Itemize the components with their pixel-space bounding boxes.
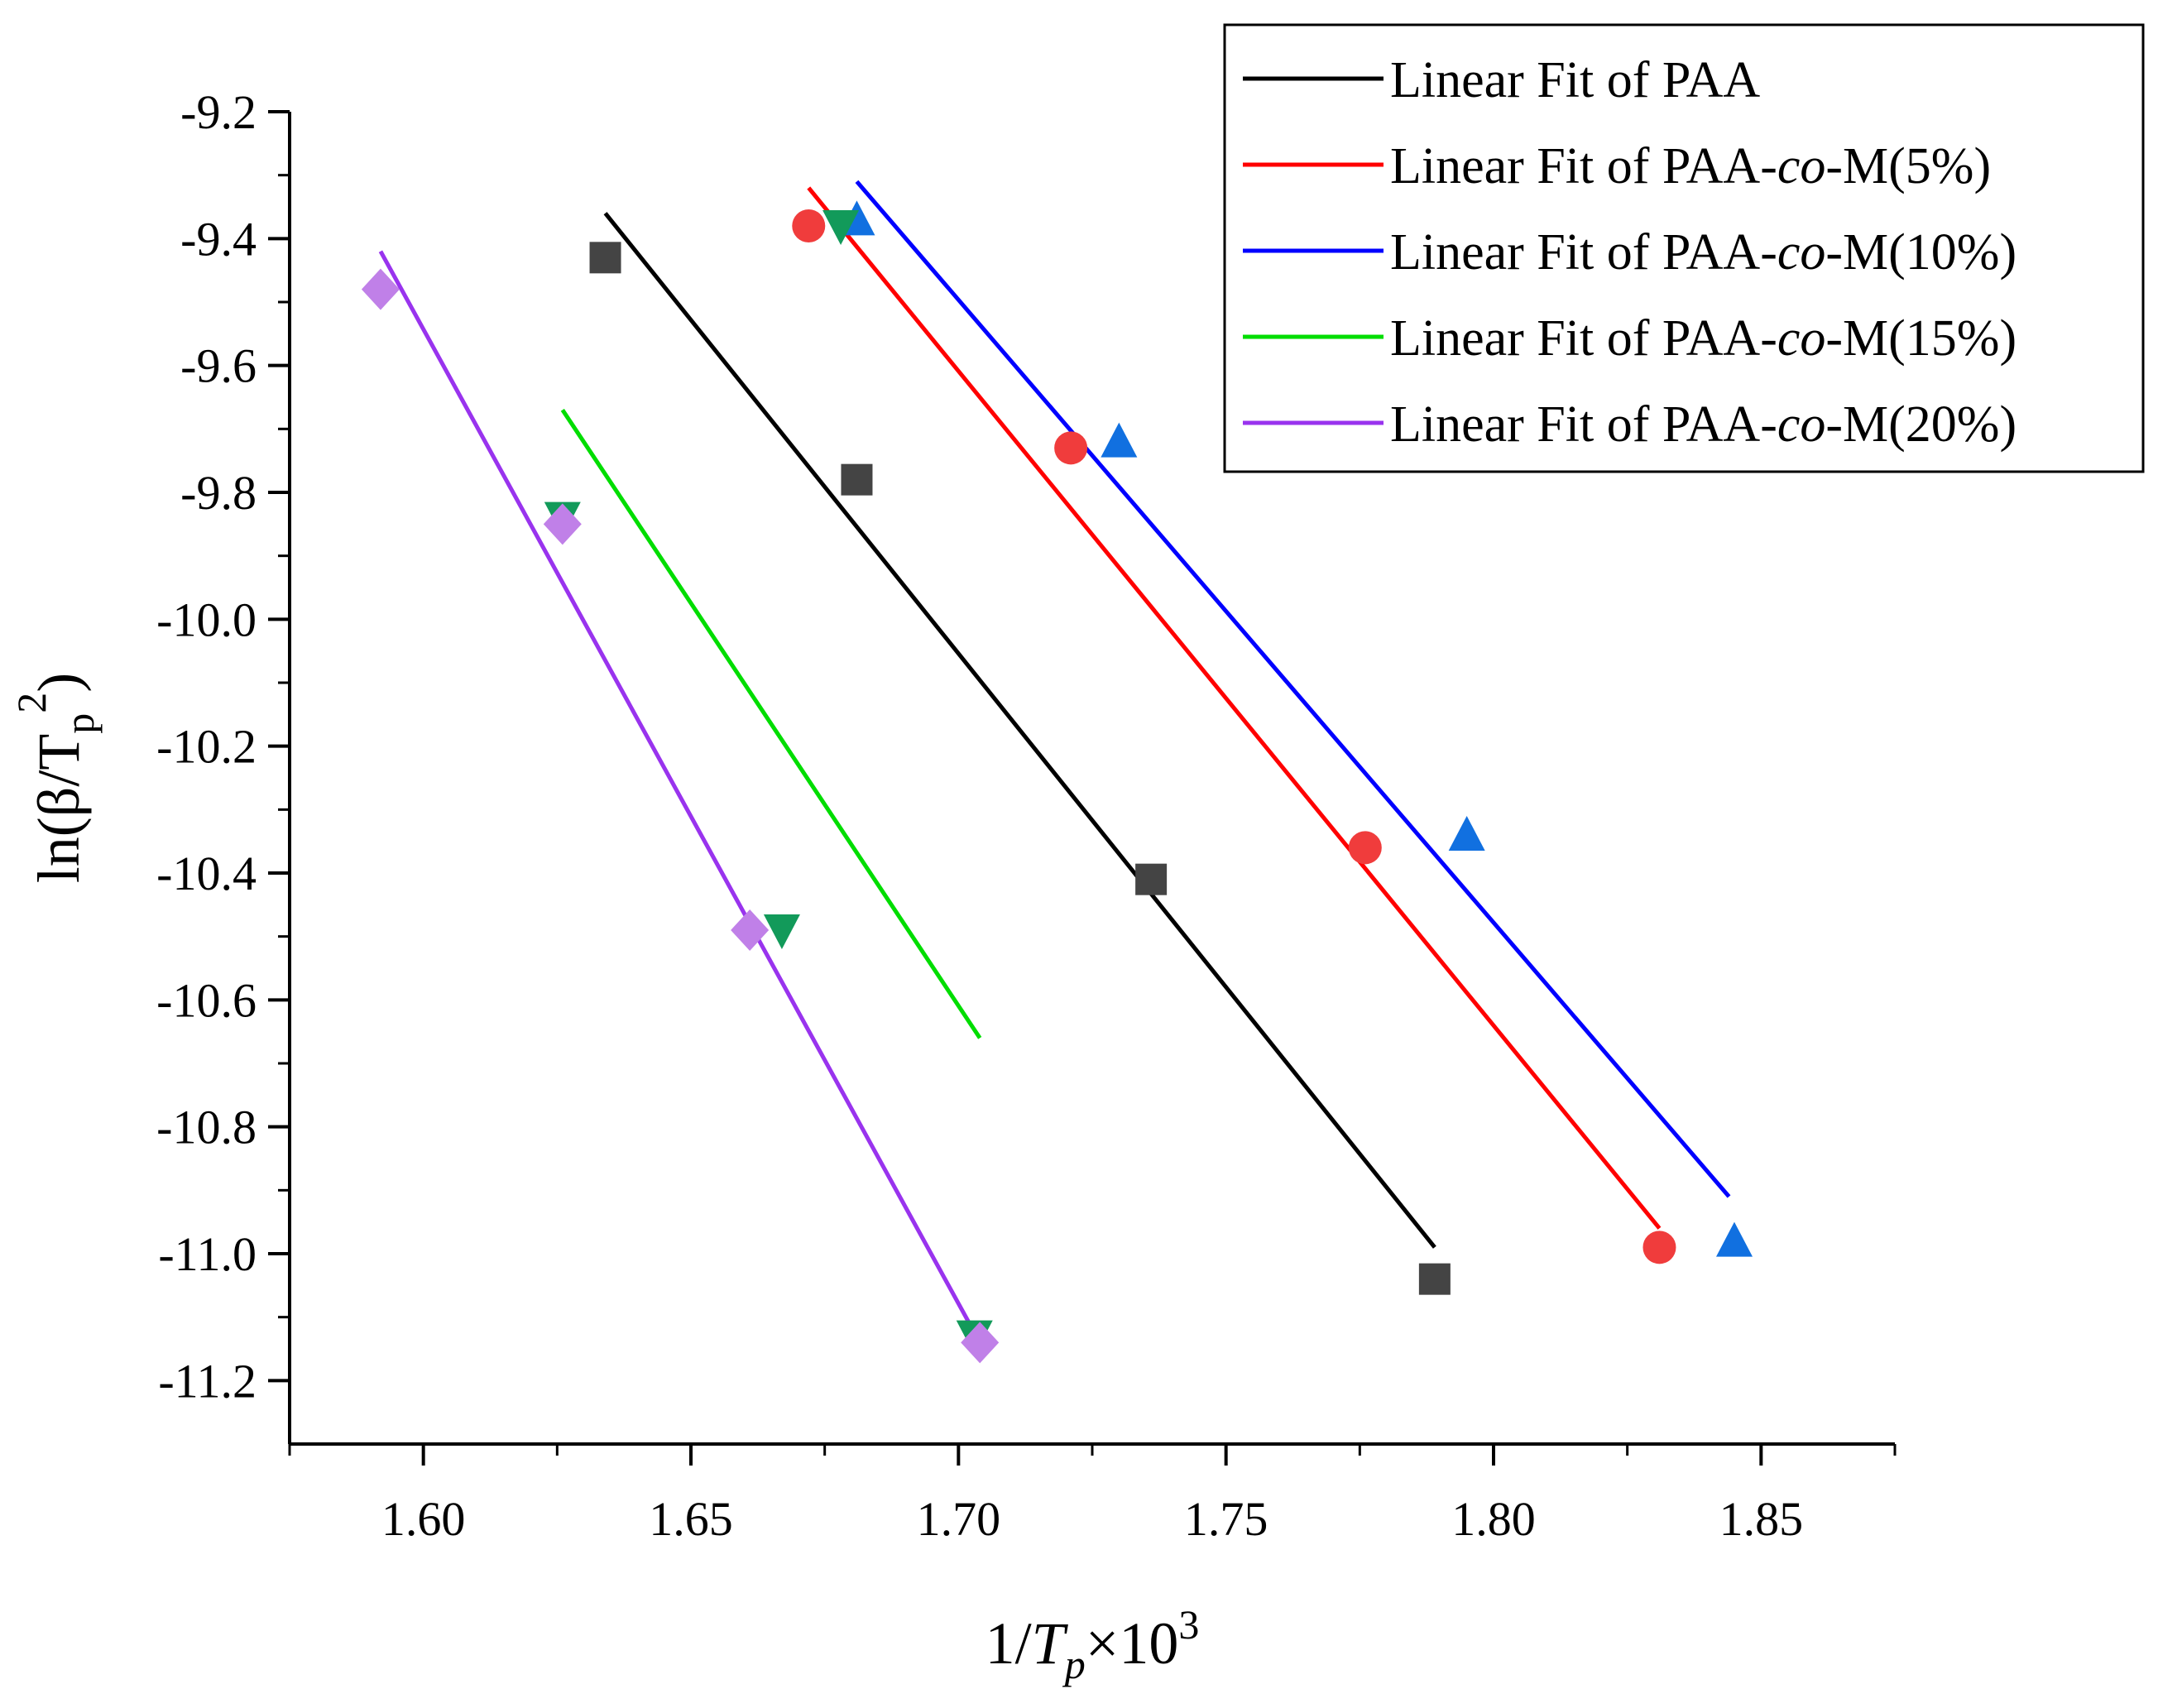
legend-text-part: co — [1777, 138, 1826, 194]
point-paa — [1418, 1263, 1451, 1295]
legend-text-part: Linear Fit of PAA- — [1390, 224, 1777, 281]
y-tick-label: -10.6 — [156, 973, 257, 1027]
point-paa-co-m-15 — [822, 210, 860, 245]
legend-text-part: -M(15%) — [1825, 310, 2017, 367]
legend-label-paa-co-m-5: Linear Fit of PAA-co-M(5%) — [1390, 138, 1991, 194]
x-tick-label: 1.65 — [649, 1492, 733, 1546]
y-tick-label: -9.4 — [180, 212, 257, 266]
y-axis-title-part: ) — [26, 673, 92, 693]
y-tick-label: -11.2 — [158, 1354, 257, 1408]
x-tick-label: 1.60 — [381, 1492, 466, 1546]
y-tick-label: -10.2 — [156, 720, 257, 774]
x-axis-title-part: T — [1032, 1610, 1069, 1677]
point-paa-co-m-5 — [792, 209, 826, 242]
y-axis-title: ln(β/Tp2) — [8, 673, 103, 884]
legend-text-part: Linear Fit of PAA- — [1390, 396, 1777, 453]
data-points — [361, 200, 1753, 1364]
legend-text-part: Linear Fit of PAA- — [1390, 310, 1777, 367]
x-axis-title-part: ×10 — [1086, 1610, 1179, 1677]
fit-line-paa-co-m-20 — [378, 250, 982, 1344]
legend-text-part: -M(5%) — [1825, 138, 1991, 194]
fit-line-paa-co-m-5 — [807, 186, 1662, 1230]
axes: -9.2 -9.4 -9.6 -9.8 -10.0 -10.2 -10.4 -10.6 -10.… — [156, 85, 1897, 1546]
fit-line-paa-co-m-10 — [855, 180, 1731, 1198]
x-axis-title-part: 3 — [1178, 1601, 1199, 1648]
point-paa-co-m-10 — [1448, 816, 1485, 851]
y-tick-label: -10.8 — [156, 1101, 257, 1154]
legend-label-paa-co-m-20: Linear Fit of PAA-co-M(20%) — [1390, 396, 2017, 453]
legend-text-part: -M(20%) — [1825, 396, 2017, 453]
x-tick-label: 1.85 — [1719, 1492, 1804, 1546]
point-paa-co-m-20 — [731, 909, 770, 951]
fit-lines — [378, 180, 1731, 1344]
legend-text-part: co — [1777, 310, 1826, 367]
x-tick-label: 1.80 — [1451, 1492, 1536, 1546]
y-axis-title-part: 2 — [8, 693, 55, 713]
legend-box — [1223, 23, 2145, 473]
point-paa-co-m-20 — [961, 1322, 1000, 1364]
point-paa-co-m-10 — [1101, 422, 1138, 458]
legend-text-part: Linear Fit of PAA — [1390, 52, 1760, 108]
x-axis-title: 1/Tp×103 — [985, 1601, 1200, 1687]
x-tick-label: 1.75 — [1184, 1492, 1268, 1546]
y-tick-label: -9.2 — [180, 85, 257, 139]
x-axis-title-part: p — [1062, 1641, 1086, 1687]
legend-text-part: -M(10%) — [1825, 224, 2017, 281]
x-tick-label: 1.70 — [917, 1492, 1001, 1546]
point-paa-co-m-5 — [1054, 431, 1088, 465]
y-tick-label: -9.8 — [180, 466, 257, 520]
legend-text-part: co — [1777, 396, 1826, 453]
legend-text-part: co — [1777, 224, 1826, 281]
point-paa-co-m-10 — [1716, 1221, 1753, 1257]
y-tick-label: -10.4 — [156, 847, 257, 900]
point-paa — [841, 463, 873, 496]
legend-text-part: Linear Fit of PAA- — [1390, 138, 1777, 194]
y-tick-label: -9.6 — [180, 339, 257, 393]
point-paa — [589, 242, 621, 274]
y-tick-label: -10.0 — [156, 593, 257, 646]
point-paa-co-m-20 — [361, 268, 400, 310]
fit-line-paa-co-m-15 — [560, 408, 982, 1039]
x-axis-title-part: 1/ — [985, 1610, 1032, 1677]
y-tick-label: -11.0 — [158, 1227, 257, 1281]
y-axis-title-part: p — [56, 713, 103, 734]
point-paa-co-m-20 — [543, 503, 582, 545]
legend-label-paa-co-m-15: Linear Fit of PAA-co-M(15%) — [1390, 310, 2017, 367]
legend-label-paa-co-m-10: Linear Fit of PAA-co-M(10%) — [1390, 224, 2017, 281]
point-paa-co-m-15 — [763, 914, 800, 949]
point-paa-co-m-5 — [1642, 1231, 1676, 1264]
fit-line-paa — [603, 212, 1436, 1249]
point-paa — [1135, 863, 1168, 895]
point-paa-co-m-5 — [1348, 831, 1382, 865]
y-axis-title-part: ln(β/T — [26, 734, 92, 884]
legend-label-paa: Linear Fit of PAA — [1390, 52, 1760, 108]
